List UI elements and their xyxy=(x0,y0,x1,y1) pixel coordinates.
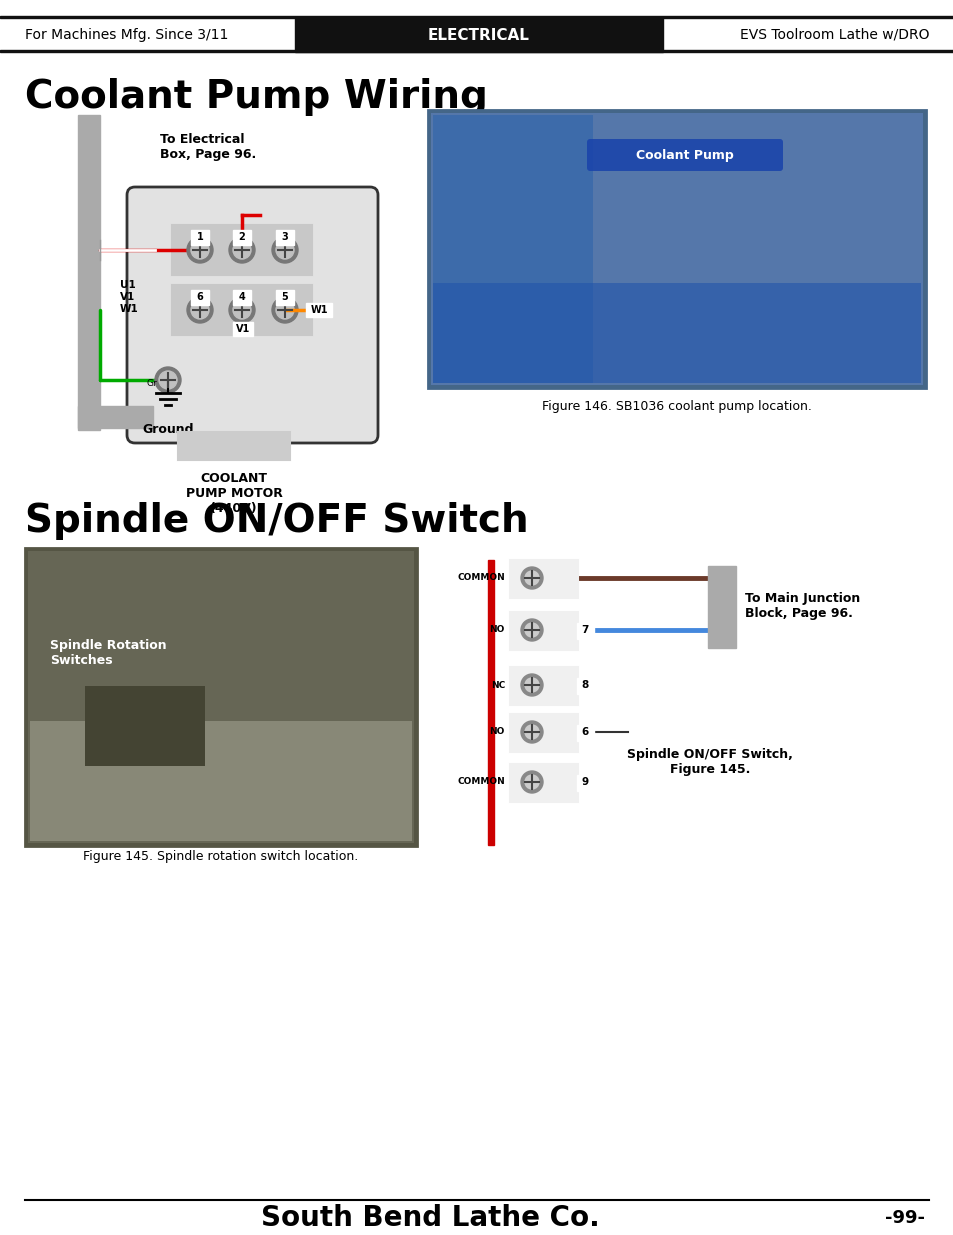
Bar xyxy=(510,613,578,650)
Text: Spindle Rotation
Switches: Spindle Rotation Switches xyxy=(50,638,167,667)
Text: Spindle ON/OFF Switch: Spindle ON/OFF Switch xyxy=(25,501,528,540)
Bar xyxy=(707,566,735,648)
Text: 3: 3 xyxy=(281,232,288,242)
Circle shape xyxy=(520,619,542,641)
Bar xyxy=(25,548,416,846)
Text: EVS Toolroom Lathe w/DRO: EVS Toolroom Lathe w/DRO xyxy=(740,28,929,42)
Bar xyxy=(85,685,205,766)
Text: W1: W1 xyxy=(120,304,138,314)
Circle shape xyxy=(187,296,213,324)
Text: U1: U1 xyxy=(120,280,135,290)
Text: V1: V1 xyxy=(120,291,135,303)
Circle shape xyxy=(524,776,538,789)
Bar xyxy=(510,714,578,752)
Text: 1: 1 xyxy=(196,232,203,242)
Bar xyxy=(433,115,593,383)
Circle shape xyxy=(520,674,542,697)
Text: To Electrical
Box, Page 96.: To Electrical Box, Page 96. xyxy=(160,133,256,161)
Bar xyxy=(431,112,923,385)
Bar xyxy=(0,16,953,19)
Text: COMMON: COMMON xyxy=(456,778,504,787)
Bar xyxy=(233,290,251,305)
Bar xyxy=(433,283,920,383)
Text: 4: 4 xyxy=(238,291,245,303)
FancyBboxPatch shape xyxy=(586,140,782,170)
Text: For Machines Mfg. Since 3/11: For Machines Mfg. Since 3/11 xyxy=(25,28,228,42)
FancyBboxPatch shape xyxy=(127,186,377,443)
Text: To Main Junction
Block, Page 96.: To Main Junction Block, Page 96. xyxy=(744,592,860,620)
Bar xyxy=(275,290,294,305)
Circle shape xyxy=(191,241,209,259)
Text: V1: V1 xyxy=(235,324,250,333)
Bar xyxy=(172,225,312,275)
Bar xyxy=(577,678,594,694)
Circle shape xyxy=(191,301,209,319)
Bar xyxy=(294,19,662,52)
Text: 6: 6 xyxy=(196,291,203,303)
Text: -99-: -99- xyxy=(884,1209,924,1228)
Text: Coolant Pump: Coolant Pump xyxy=(636,148,733,162)
Text: NO: NO xyxy=(489,625,504,635)
Circle shape xyxy=(272,237,297,263)
Circle shape xyxy=(524,678,538,692)
Text: Gr: Gr xyxy=(147,378,157,388)
Bar xyxy=(191,230,209,245)
Bar xyxy=(510,667,578,705)
Text: ELECTRICAL: ELECTRICAL xyxy=(428,27,529,42)
Bar xyxy=(233,230,251,245)
Bar xyxy=(577,622,594,638)
Bar xyxy=(577,725,594,741)
Bar xyxy=(178,432,290,459)
Text: COOLANT
PUMP MOTOR
(440V): COOLANT PUMP MOTOR (440V) xyxy=(186,472,282,515)
Bar xyxy=(78,406,152,429)
Circle shape xyxy=(275,301,294,319)
Text: Ground: Ground xyxy=(142,424,193,436)
Circle shape xyxy=(233,301,251,319)
Text: NO: NO xyxy=(489,727,504,736)
Bar xyxy=(28,551,414,844)
Text: 9: 9 xyxy=(580,777,588,787)
Bar xyxy=(233,322,253,336)
Circle shape xyxy=(187,237,213,263)
Text: NC: NC xyxy=(490,680,504,689)
Circle shape xyxy=(154,367,181,393)
Bar xyxy=(191,290,209,305)
Bar xyxy=(275,230,294,245)
Circle shape xyxy=(272,296,297,324)
Text: 5: 5 xyxy=(281,291,288,303)
Circle shape xyxy=(524,622,538,637)
Text: 7: 7 xyxy=(580,625,588,635)
Bar xyxy=(428,110,925,388)
Bar xyxy=(30,721,412,841)
Circle shape xyxy=(229,237,254,263)
Text: 8: 8 xyxy=(580,680,588,690)
Bar xyxy=(78,115,100,430)
Circle shape xyxy=(520,771,542,793)
Circle shape xyxy=(524,725,538,739)
Text: South Bend Lathe Co.: South Bend Lathe Co. xyxy=(260,1204,598,1233)
Circle shape xyxy=(275,241,294,259)
Text: Figure 145. Spindle rotation switch location.: Figure 145. Spindle rotation switch loca… xyxy=(83,850,358,863)
Text: COMMON: COMMON xyxy=(456,573,504,583)
Text: W1: W1 xyxy=(310,305,328,315)
Text: Spindle ON/OFF Switch,
Figure 145.: Spindle ON/OFF Switch, Figure 145. xyxy=(626,748,792,776)
Bar xyxy=(577,776,594,790)
Bar xyxy=(510,559,578,598)
Circle shape xyxy=(524,571,538,585)
Circle shape xyxy=(229,296,254,324)
Text: Coolant Pump Wiring: Coolant Pump Wiring xyxy=(25,78,487,116)
Text: Figure 146. SB1036 coolant pump location.: Figure 146. SB1036 coolant pump location… xyxy=(541,400,811,412)
Bar xyxy=(488,559,494,845)
Text: 6: 6 xyxy=(580,727,588,737)
Circle shape xyxy=(159,370,177,389)
Bar xyxy=(510,764,578,802)
Circle shape xyxy=(233,241,251,259)
Circle shape xyxy=(520,721,542,743)
Circle shape xyxy=(520,567,542,589)
Text: 2: 2 xyxy=(238,232,245,242)
Bar xyxy=(306,303,332,317)
Bar xyxy=(172,285,312,335)
Bar xyxy=(0,49,953,52)
